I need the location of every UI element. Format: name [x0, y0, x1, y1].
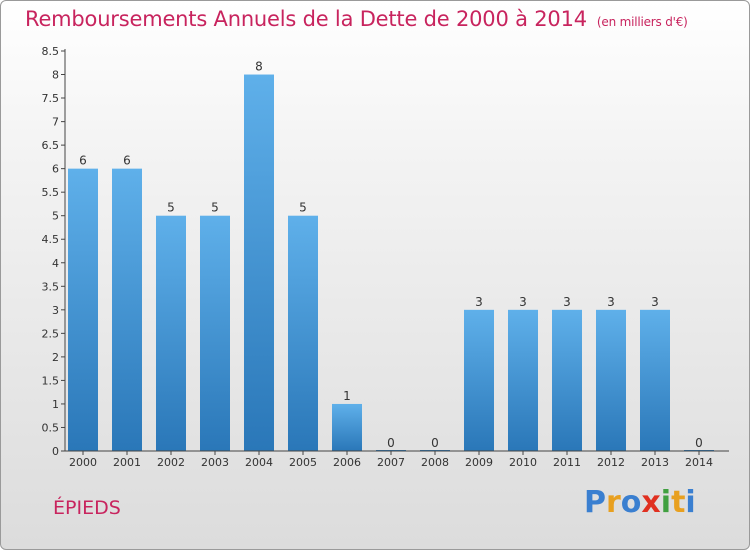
data-label-2001: 6 — [123, 154, 131, 168]
y-tick-label: 1 — [52, 398, 59, 411]
y-tick-label: 0 — [52, 445, 59, 458]
data-label-2009: 3 — [475, 295, 483, 309]
y-tick-label: 2 — [52, 351, 59, 364]
y-tick-label: 8.5 — [42, 45, 60, 58]
x-tick-label: 2004 — [245, 456, 273, 469]
y-axis: 0 0.5 1 1.5 2 2.5 3 3.5 4 4.5 5 5.5 6 6.5 7 7.5 8 8.5 — [42, 45, 66, 458]
x-tick-label: 2002 — [157, 456, 185, 469]
data-label-2011: 3 — [563, 295, 571, 309]
bar-2009 — [464, 309, 494, 451]
chart-title: Remboursements Annuels de la Dette de 20… — [25, 7, 688, 31]
data-label-2010: 3 — [519, 295, 527, 309]
data-label-2012: 3 — [607, 295, 615, 309]
y-tick-label: 3.5 — [42, 280, 60, 293]
y-tick-label: 5.5 — [42, 186, 60, 199]
x-tick-label: 2009 — [465, 456, 493, 469]
x-tick-label: 2000 — [69, 456, 97, 469]
bar-2006 — [332, 403, 362, 451]
bar-2000 — [68, 168, 98, 451]
bar-2013 — [640, 309, 670, 451]
data-label-2014: 0 — [695, 436, 703, 450]
y-tick-label: 1.5 — [42, 374, 60, 387]
x-tick-label: 2007 — [377, 456, 405, 469]
x-tick-label: 2008 — [421, 456, 449, 469]
data-label-2006: 1 — [343, 389, 351, 403]
y-tick-label: 4 — [52, 257, 59, 270]
bar-2011 — [552, 309, 582, 451]
bar-2010 — [508, 309, 538, 451]
x-tick-label: 2010 — [509, 456, 537, 469]
logo-letter: i — [685, 485, 696, 520]
x-tick-label: 2001 — [113, 456, 141, 469]
x-tick-label: 2006 — [333, 456, 361, 469]
x-tick-label: 2011 — [553, 456, 581, 469]
proxiti-logo: Proxiti — [584, 485, 696, 520]
commune-name: ÉPIEDS — [53, 497, 121, 519]
data-label-2005: 5 — [299, 201, 307, 215]
bar-2004 — [244, 74, 274, 451]
bars: 6 6 5 5 8 5 1 0 0 3 3 3 3 3 0 — [68, 60, 714, 451]
y-tick-label: 6 — [52, 163, 59, 176]
chart-title-text: Remboursements Annuels de la Dette de 20… — [25, 7, 587, 31]
y-tick-label: 3 — [52, 304, 59, 317]
x-tick-label: 2003 — [201, 456, 229, 469]
x-tick-label: 2014 — [685, 456, 713, 469]
logo-letter: o — [620, 485, 642, 520]
data-label-2004: 8 — [255, 60, 263, 74]
y-tick-label: 8 — [52, 69, 59, 82]
y-tick-label: 5 — [52, 210, 59, 223]
data-label-2013: 3 — [651, 295, 659, 309]
y-tick-label: 4.5 — [42, 233, 60, 246]
bar-2002 — [156, 215, 186, 451]
y-tick-label: 2.5 — [42, 327, 60, 340]
logo-letter: x — [641, 485, 661, 520]
y-tick-label: 6.5 — [42, 139, 60, 152]
logo-letter: r — [606, 485, 621, 520]
bar-2003 — [200, 215, 230, 451]
bar-2012 — [596, 309, 626, 451]
y-tick-label: 0.5 — [42, 421, 60, 434]
chart-unit: (en milliers d'€) — [596, 15, 688, 29]
logo-letter: P — [584, 485, 606, 520]
logo-letter: t — [671, 485, 686, 520]
y-tick-label: 7.5 — [42, 92, 60, 105]
data-label-2002: 5 — [167, 201, 175, 215]
y-tick-label: 7 — [52, 116, 59, 129]
data-label-2000: 6 — [79, 154, 87, 168]
bar-2005 — [288, 215, 318, 451]
x-tick-label: 2005 — [289, 456, 317, 469]
x-axis: 2000 2001 2002 2003 2004 2005 2006 2007 2008 2009… — [65, 450, 729, 469]
logo-letter: i — [660, 485, 672, 520]
data-label-2003: 5 — [211, 201, 219, 215]
data-label-2008: 0 — [431, 436, 439, 450]
x-tick-label: 2012 — [597, 456, 625, 469]
x-tick-label: 2013 — [641, 456, 669, 469]
data-label-2007: 0 — [387, 436, 395, 450]
bar-2001 — [112, 168, 142, 451]
